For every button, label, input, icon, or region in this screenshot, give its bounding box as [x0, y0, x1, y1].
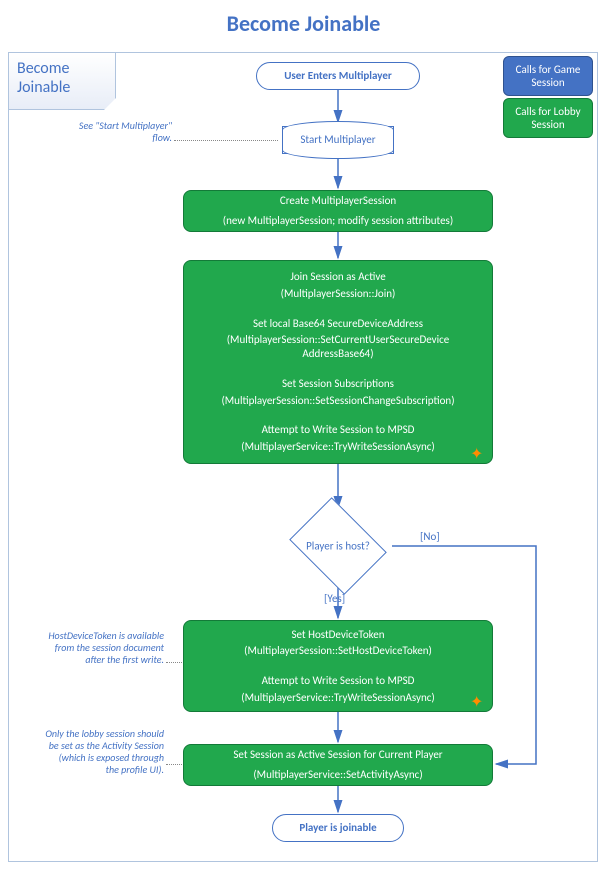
host-device-token-node: Set HostDeviceToken (MultiplayerSession:…	[183, 620, 493, 712]
annotation-leader	[166, 662, 182, 663]
text: Set Session Subscriptions	[221, 377, 454, 391]
create-session-node: Create MultiplayerSession (new Multiplay…	[183, 190, 493, 232]
text: Join Session as Active	[281, 270, 396, 284]
text: Attempt to Write Session to MPSD	[241, 423, 435, 437]
decision-label: Player is host?	[293, 540, 383, 553]
end-node: Player is joinable	[272, 814, 404, 842]
annotation-leader	[174, 140, 278, 141]
start-node: User Enters Multiplayer	[256, 62, 420, 90]
decision-host: Player is host?	[298, 506, 378, 586]
star-icon: ✦	[470, 692, 483, 712]
text: Create MultiplayerSession	[280, 194, 396, 208]
text: (MultiplayerSession::SetSessionChangeSub…	[221, 394, 454, 408]
text: (MultiplayerService::TryWriteSessionAsyn…	[241, 691, 435, 705]
text: (MultiplayerSession::Join)	[281, 287, 396, 301]
edge-label-yes: [Yes]	[324, 592, 345, 605]
set-active-session-node: Set Session as Active Session for Curren…	[183, 744, 493, 786]
text: Set Session as Active Session for Curren…	[233, 748, 442, 762]
annotation-host-token: HostDeviceToken is available from the se…	[44, 630, 164, 666]
annotation-start-multiplayer: See "Start Multiplayer" flow.	[60, 120, 172, 144]
text: (MultiplayerService::TryWriteSessionAsyn…	[241, 440, 435, 454]
text: (MultiplayerService::SetActivityAsync)	[253, 768, 422, 782]
text: Set HostDeviceToken	[244, 628, 432, 642]
text: (MultiplayerSession::SetHostDeviceToken)	[244, 644, 432, 658]
subflow-start-multiplayer: Start Multiplayer	[282, 126, 394, 154]
text: (new MultiplayerSession; modify session …	[223, 214, 453, 228]
annotation-leader	[166, 764, 182, 765]
text: Set local Base64 SecureDeviceAddress	[194, 317, 482, 331]
edge-label-no: [No]	[420, 530, 440, 543]
text: (MultiplayerSession::SetCurrentUserSecur…	[194, 333, 482, 361]
join-session-node: Join Session as Active (MultiplayerSessi…	[183, 260, 493, 464]
star-icon: ✦	[470, 444, 483, 464]
annotation-activity-session: Only the lobby session should be set as …	[44, 728, 164, 776]
text: Attempt to Write Session to MPSD	[241, 674, 435, 688]
